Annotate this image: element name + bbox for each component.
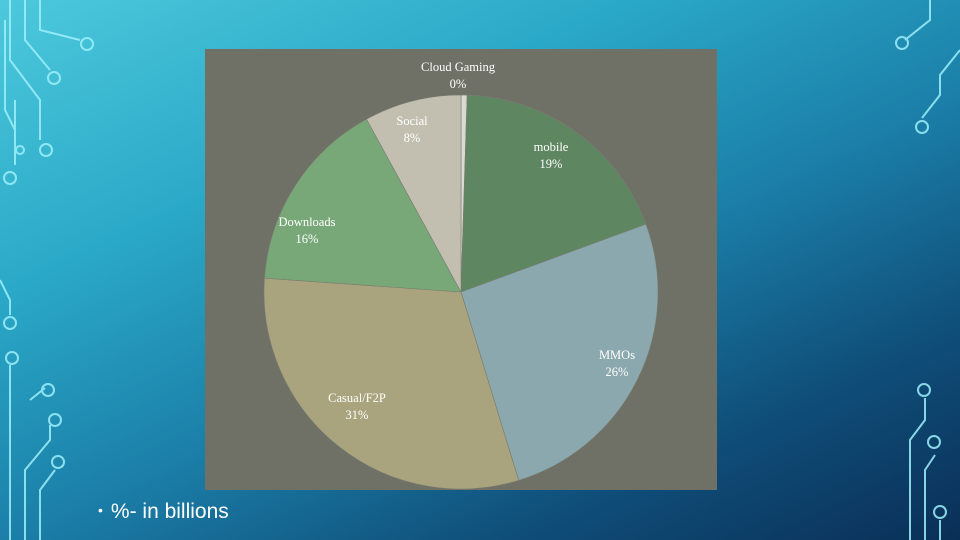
pie-slice-mobile <box>460 94 647 293</box>
pie-chart-panel: Cloud Gaming 0% mobile 19% MMOs 26% Casual/F2P… <box>205 49 717 490</box>
pie-slice-downloads <box>264 118 462 293</box>
pie-chart: Cloud Gaming 0% mobile 19% MMOs 26% Casual/F2P… <box>263 60 659 490</box>
slice-value-mmos: 26% <box>606 365 629 379</box>
bullet-icon: • <box>98 502 103 518</box>
slice-label-mobile: mobile <box>534 140 569 154</box>
slice-label-mmos: MMOs <box>599 348 635 362</box>
pie-slice-casual-f2p <box>263 277 520 490</box>
slice-value-casual-f2p: 31% <box>346 408 369 422</box>
caption-text: %- in billions <box>110 500 229 523</box>
pie-slice-social <box>366 94 462 293</box>
caption: • %- in billions <box>98 500 229 524</box>
slice-label-casual-f2p: Casual/F2P <box>328 391 386 405</box>
slice-value-mobile: 19% <box>540 157 563 171</box>
slice-label-social: Social <box>396 114 428 128</box>
slice-label-cloud-gaming: Cloud Gaming <box>421 60 496 74</box>
slice-value-cloud-gaming: 0% <box>450 77 467 91</box>
slice-value-social: 8% <box>404 131 421 145</box>
pie-slice-mmos <box>460 223 659 481</box>
slice-label-downloads: Downloads <box>279 215 336 229</box>
slice-value-downloads: 16% <box>296 232 319 246</box>
